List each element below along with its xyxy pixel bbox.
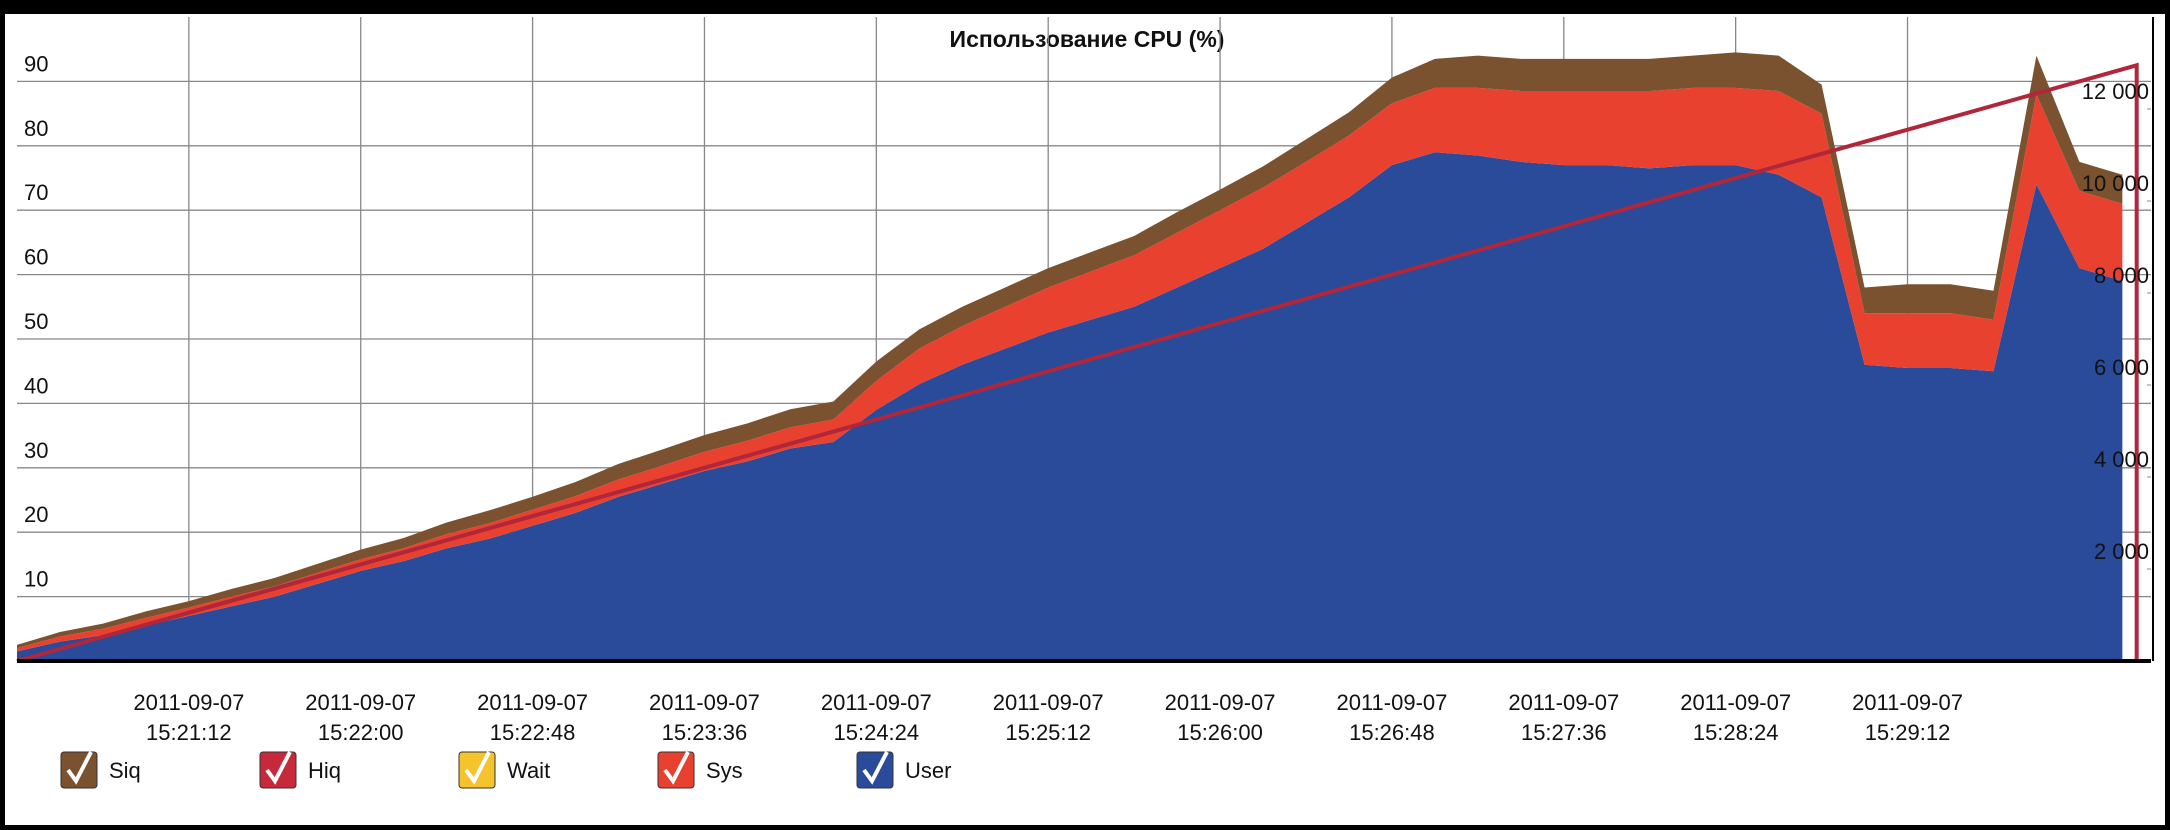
y-tick-label: 30 xyxy=(24,438,48,463)
y-tick-label: 80 xyxy=(24,116,48,141)
legend-label: Siq xyxy=(109,758,141,783)
x-tick-label: 2011-09-07 15:26:48 xyxy=(1336,690,1448,745)
chart-title: Использование CPU (%) xyxy=(950,26,1225,52)
legend-label: User xyxy=(905,758,951,783)
legend-checkbox xyxy=(259,751,297,789)
x-tick-label: 2011-09-07 15:26:00 xyxy=(1164,690,1276,745)
y2-tick-label: 8 000 xyxy=(2094,263,2149,288)
y-tick-label: 90 xyxy=(24,51,48,76)
check-mark xyxy=(464,751,491,785)
y2-tick-label: 6 000 xyxy=(2094,355,2149,380)
legend-checkbox xyxy=(458,751,496,789)
line xyxy=(16,62,2139,663)
area xyxy=(17,52,2123,649)
x-tick-label: 2011-09-07 15:28:24 xyxy=(1680,690,1792,745)
check-mark xyxy=(265,751,292,785)
legend-label: Hiq xyxy=(308,758,341,783)
legend-item[interactable]: Sys xyxy=(657,751,743,789)
legend-item[interactable]: Wait xyxy=(458,751,550,789)
legend-item[interactable]: User xyxy=(856,751,951,789)
legend-label: Sys xyxy=(706,758,743,783)
x-tick-label: 2011-09-07 15:24:24 xyxy=(820,690,932,745)
y-tick-label: 40 xyxy=(24,373,48,398)
y2-tick-label: 10 000 xyxy=(2082,171,2149,196)
x-tick-label: 2011-09-07 15:22:00 xyxy=(305,690,417,745)
legend-label: Wait xyxy=(507,758,550,783)
legend-checkbox xyxy=(60,751,98,789)
x-tick-label: 2011-09-07 15:29:12 xyxy=(1852,690,1963,745)
x-tick-label: 2011-09-07 15:23:36 xyxy=(649,690,760,745)
legend-checkbox xyxy=(856,751,894,789)
legend-item[interactable]: Siq xyxy=(60,751,141,789)
y-tick-label: 10 xyxy=(24,567,48,592)
legend-checkbox xyxy=(657,751,695,789)
areas xyxy=(17,52,2123,662)
y2-tick-label: 2 000 xyxy=(2094,539,2149,564)
check-mark xyxy=(862,751,889,785)
y2-tick-label: 4 000 xyxy=(2094,447,2149,472)
y-tick-label: 70 xyxy=(24,180,48,205)
x-tick-label: 2011-09-07 15:27:36 xyxy=(1508,690,1620,745)
legend-item[interactable]: Hiq xyxy=(259,751,341,789)
area xyxy=(17,152,2123,662)
check-mark xyxy=(663,751,690,785)
area xyxy=(17,87,2123,652)
x-tick-label: 2011-09-07 15:22:48 xyxy=(477,690,589,745)
check-mark xyxy=(66,751,93,785)
x-tick-label: 2011-09-07 15:21:12 xyxy=(133,690,245,745)
y-tick-label: 60 xyxy=(24,245,48,270)
y-tick-label: 20 xyxy=(24,502,48,527)
y-tick-label: 50 xyxy=(24,309,48,334)
y2-tick-label: 12 000 xyxy=(2082,79,2149,104)
x-tick-label: 2011-09-07 15:25:12 xyxy=(992,690,1104,745)
